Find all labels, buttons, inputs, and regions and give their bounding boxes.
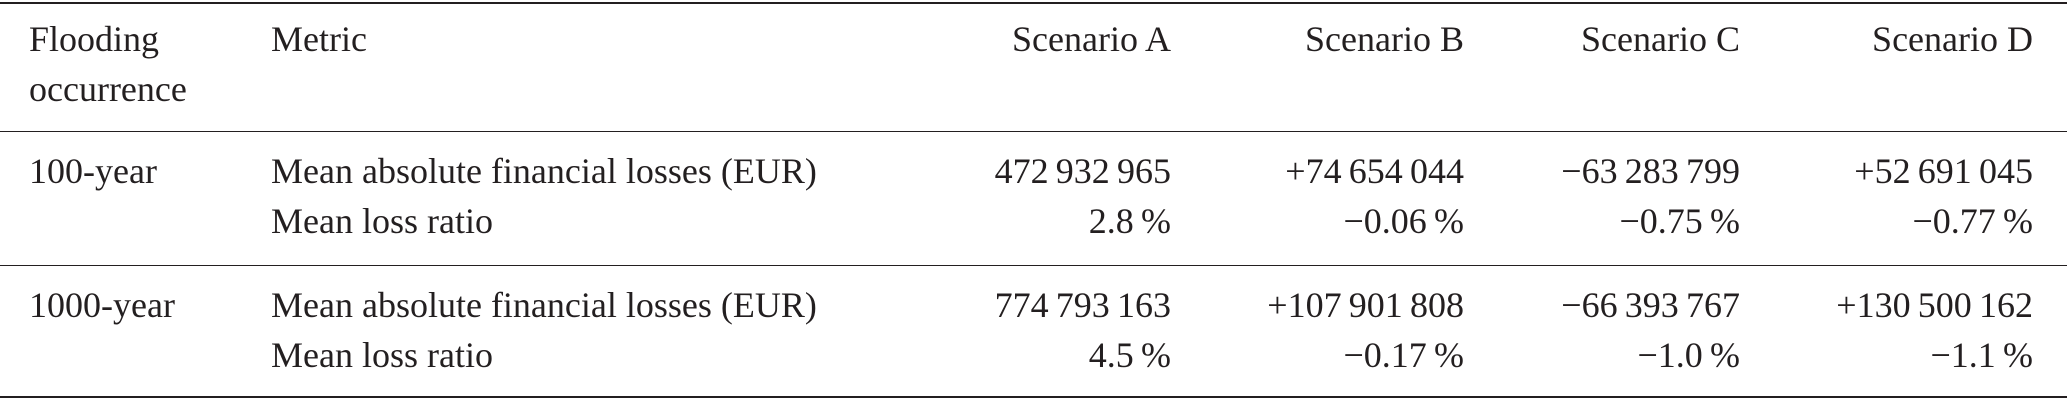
value-cell: +107 901 808 — [1267, 285, 1464, 325]
header-cell: Scenario B — [1305, 19, 1464, 59]
value-cell: +130 500 162 — [1836, 285, 2033, 325]
value-cell: 2.8 % — [1088, 201, 1171, 241]
value-cell: 774 793 163 — [994, 285, 1171, 325]
group-rule — [0, 265, 2067, 266]
value-cell: −66 393 767 — [1561, 285, 1740, 325]
header-rule — [0, 131, 2067, 132]
value-cell: −0.17 % — [1343, 335, 1465, 375]
metric-label: Mean absolute financial losses (EUR) — [271, 285, 817, 325]
header-cell: Flooding occurrence — [29, 19, 187, 109]
group-label: 100-year — [29, 151, 157, 191]
header-cell: Metric — [271, 19, 367, 59]
value-cell: 4.5 % — [1088, 335, 1171, 375]
value-cell: −63 283 799 — [1561, 151, 1740, 191]
value-cell: 472 932 965 — [994, 151, 1171, 191]
value-cell: +52 691 045 — [1854, 151, 2033, 191]
value-cell: −0.75 % — [1619, 201, 1741, 241]
value-cell: +74 654 044 — [1285, 151, 1464, 191]
value-cell: −0.77 % — [1912, 201, 2034, 241]
metric-label: Mean absolute financial losses (EUR) — [271, 151, 817, 191]
bottom-rule — [0, 396, 2067, 398]
metric-label: Mean loss ratio — [271, 201, 493, 241]
header-cell: Scenario C — [1581, 19, 1740, 59]
header-cell: Scenario A — [1012, 19, 1171, 59]
value-cell: −1.1 % — [1930, 335, 2034, 375]
metric-label: Mean loss ratio — [271, 335, 493, 375]
group-label: 1000-year — [29, 285, 175, 325]
header-cell: Scenario D — [1872, 19, 2033, 59]
top-rule — [0, 2, 2067, 4]
value-cell: −0.06 % — [1343, 201, 1465, 241]
value-cell: −1.0 % — [1637, 335, 1741, 375]
